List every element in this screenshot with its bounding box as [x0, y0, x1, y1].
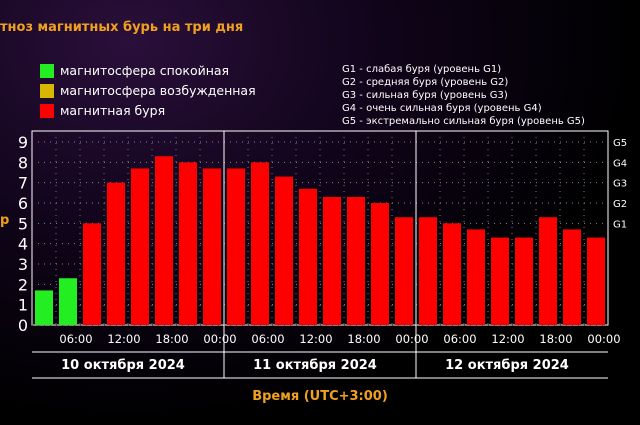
bar	[59, 278, 77, 325]
bar	[179, 162, 197, 325]
legend-label-storm: магнитная буря	[60, 103, 166, 118]
legend-label-unsettled: магнитосфера возбужденная	[60, 83, 256, 98]
legend-swatch-quiet	[40, 64, 54, 78]
bar	[203, 168, 221, 325]
bar	[83, 223, 101, 325]
y-tick-label: 3	[18, 255, 28, 274]
bar	[539, 217, 557, 325]
legend-swatch-unsettled	[40, 84, 54, 98]
bar	[467, 229, 485, 325]
bar	[251, 162, 269, 325]
bar	[155, 156, 173, 325]
storm-level-g1: G1 - слабая буря (уровень G1)	[342, 64, 502, 75]
x-tick-label: 18:00	[155, 332, 188, 346]
y-tick-label: 5	[18, 214, 28, 233]
y-axis-label-fragment: р	[0, 213, 10, 228]
g-level-tick-label: G4	[613, 158, 627, 169]
x-tick-label: 12:00	[299, 332, 332, 346]
bar	[587, 237, 605, 325]
legend-label-quiet: магнитосфера спокойная	[60, 63, 230, 78]
bar	[227, 168, 245, 325]
bar	[371, 203, 389, 325]
y-tick-label: 2	[18, 275, 28, 294]
bar	[347, 196, 365, 325]
legend-swatch-storm	[40, 104, 54, 118]
y-tick-label: 9	[18, 133, 28, 152]
x-tick-label: 00:00	[203, 332, 236, 346]
storm-level-g4: G4 - очень сильная буря (уровень G4)	[342, 103, 542, 114]
bar	[395, 217, 413, 325]
g-level-tick-label: G3	[613, 179, 627, 190]
x-tick-label: 18:00	[539, 332, 572, 346]
storm-level-g5: G5 - экстремально сильная буря (уровень …	[342, 116, 585, 127]
storm-level-g3: G3 - сильная буря (уровень G3)	[342, 90, 508, 101]
bar	[563, 229, 581, 325]
date-label: 11 октября 2024	[253, 358, 377, 373]
x-tick-label: 06:00	[59, 332, 92, 346]
y-tick-label: 4	[18, 235, 28, 254]
bar	[35, 290, 53, 325]
bar	[323, 196, 341, 325]
y-tick-label: 6	[18, 194, 28, 213]
g-level-tick-label: G5	[613, 138, 627, 149]
bar	[419, 217, 437, 325]
bar	[443, 223, 461, 325]
y-tick-label: 0	[18, 316, 28, 335]
date-label: 10 октября 2024	[61, 358, 185, 373]
x-tick-label: 12:00	[107, 332, 140, 346]
bar	[491, 237, 509, 325]
x-tick-label: 00:00	[587, 332, 620, 346]
y-tick-label: 8	[18, 153, 28, 172]
chart-title: тноз магнитных бурь на три дня	[0, 20, 244, 35]
x-tick-label: 06:00	[443, 332, 476, 346]
y-tick-label: 1	[18, 296, 28, 315]
bar	[299, 188, 317, 325]
y-tick-label: 7	[18, 174, 28, 193]
x-axis-title: Время (UTC+3:00)	[252, 389, 388, 404]
x-tick-label: 00:00	[395, 332, 428, 346]
storm-level-g2: G2 - средняя буря (уровень G2)	[342, 77, 509, 88]
bar	[131, 168, 149, 325]
x-tick-label: 18:00	[347, 332, 380, 346]
bar	[107, 182, 125, 325]
g-level-tick-label: G1	[613, 219, 627, 230]
x-tick-label: 12:00	[491, 332, 524, 346]
date-label: 12 октября 2024	[445, 358, 569, 373]
bar	[275, 176, 293, 325]
x-tick-label: 06:00	[251, 332, 284, 346]
g-level-tick-label: G2	[613, 199, 627, 210]
bar	[515, 237, 533, 325]
